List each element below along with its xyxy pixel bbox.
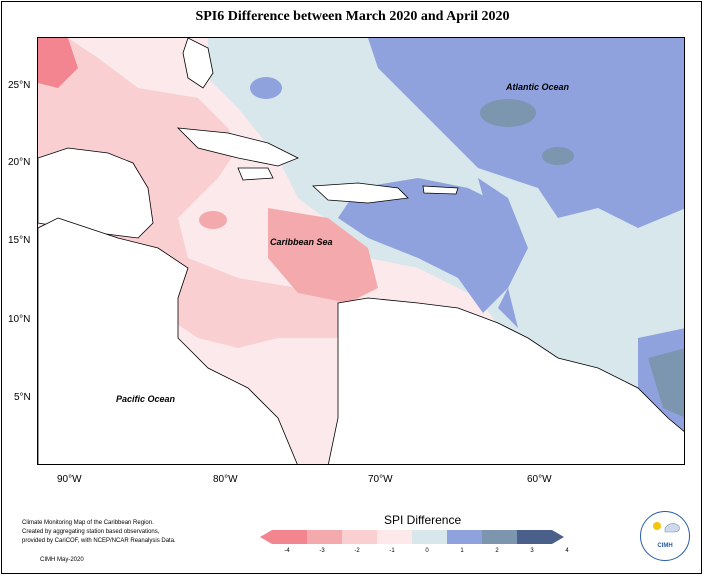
lat-label: 10°N — [8, 314, 31, 325]
credit-line: Created by aggregating station based obs… — [22, 529, 160, 535]
legend-swatch — [342, 530, 377, 544]
logo-name: CIMH — [657, 543, 673, 549]
legend-arrow-low — [260, 530, 272, 544]
legend-swatch — [377, 530, 412, 544]
legend-tick: 1 — [460, 548, 464, 554]
legend-tick: -3 — [319, 548, 325, 554]
pacific-ocean-label: Pacific Ocean — [116, 394, 176, 404]
legend-tick: 0 — [425, 548, 429, 554]
jamaica-landmass — [237, 167, 274, 181]
lat-label: 20°N — [8, 157, 31, 168]
puerto-rico-landmass — [422, 185, 459, 195]
field-two-to-three-atlantic — [480, 99, 536, 127]
field-minus-two-to-three-small — [199, 211, 227, 229]
legend-tick: 2 — [495, 548, 499, 554]
lat-label: 25°N — [8, 80, 31, 91]
sun-icon — [653, 522, 680, 533]
central-america-landmass — [38, 217, 298, 464]
legend-title: SPI Difference — [384, 513, 462, 527]
florida-landmass — [182, 38, 214, 89]
cimh-logo: CIMH — [640, 511, 690, 561]
lat-label: 5°N — [14, 392, 31, 403]
field-minus-one-to-two — [38, 38, 378, 348]
field-one-to-two-north — [368, 38, 684, 228]
legend-tick: -4 — [284, 548, 290, 554]
lon-label: 90°W — [57, 474, 82, 485]
legend-swatch — [447, 530, 482, 544]
credit-line: provided by CariCOF, with NCEP/NCAR Rean… — [22, 538, 176, 544]
credit-line: Climate Monitoring Map of the Caribbean … — [22, 520, 154, 526]
credit-date: CIMH May-2020 — [40, 557, 84, 563]
lat-label: 15°N — [8, 235, 31, 246]
field-minus-two-to-three-caribbean — [268, 208, 378, 303]
legend-swatch — [517, 530, 552, 544]
south-america-landmass — [328, 297, 684, 464]
credit-text: Climate Monitoring Map of the Caribbean … — [22, 519, 222, 546]
field-two-to-three-guiana — [648, 348, 684, 418]
legend-tick: -1 — [389, 548, 395, 554]
legend-swatch — [412, 530, 447, 544]
field-one-to-two-bahamas — [250, 77, 282, 99]
lon-label: 70°W — [368, 474, 393, 485]
legend-swatch — [482, 530, 517, 544]
map-title: SPI6 Difference between March 2020 and A… — [195, 9, 510, 24]
legend-swatch — [272, 530, 307, 544]
legend-colorbar — [260, 530, 564, 544]
legend-tick: 4 — [565, 548, 569, 554]
legend-arrow-high — [552, 530, 564, 544]
field-two-to-three-small — [542, 147, 574, 165]
legend-tick: 3 — [530, 548, 534, 554]
field-one-to-two-central — [338, 178, 518, 313]
cuba-landmass — [176, 127, 299, 167]
legend-tick: -2 — [354, 548, 360, 554]
lon-label: 80°W — [213, 474, 238, 485]
legend-swatch — [307, 530, 342, 544]
field-minus-three-to-four — [38, 38, 78, 88]
atlantic-ocean-label: Atlantic Ocean — [506, 82, 570, 92]
map-panel — [37, 37, 685, 465]
lon-label: 60°W — [527, 474, 552, 485]
caribbean-sea-label: Caribbean Sea — [270, 237, 333, 247]
hispaniola-landmass — [312, 182, 409, 204]
spi-difference-map — [38, 38, 684, 464]
